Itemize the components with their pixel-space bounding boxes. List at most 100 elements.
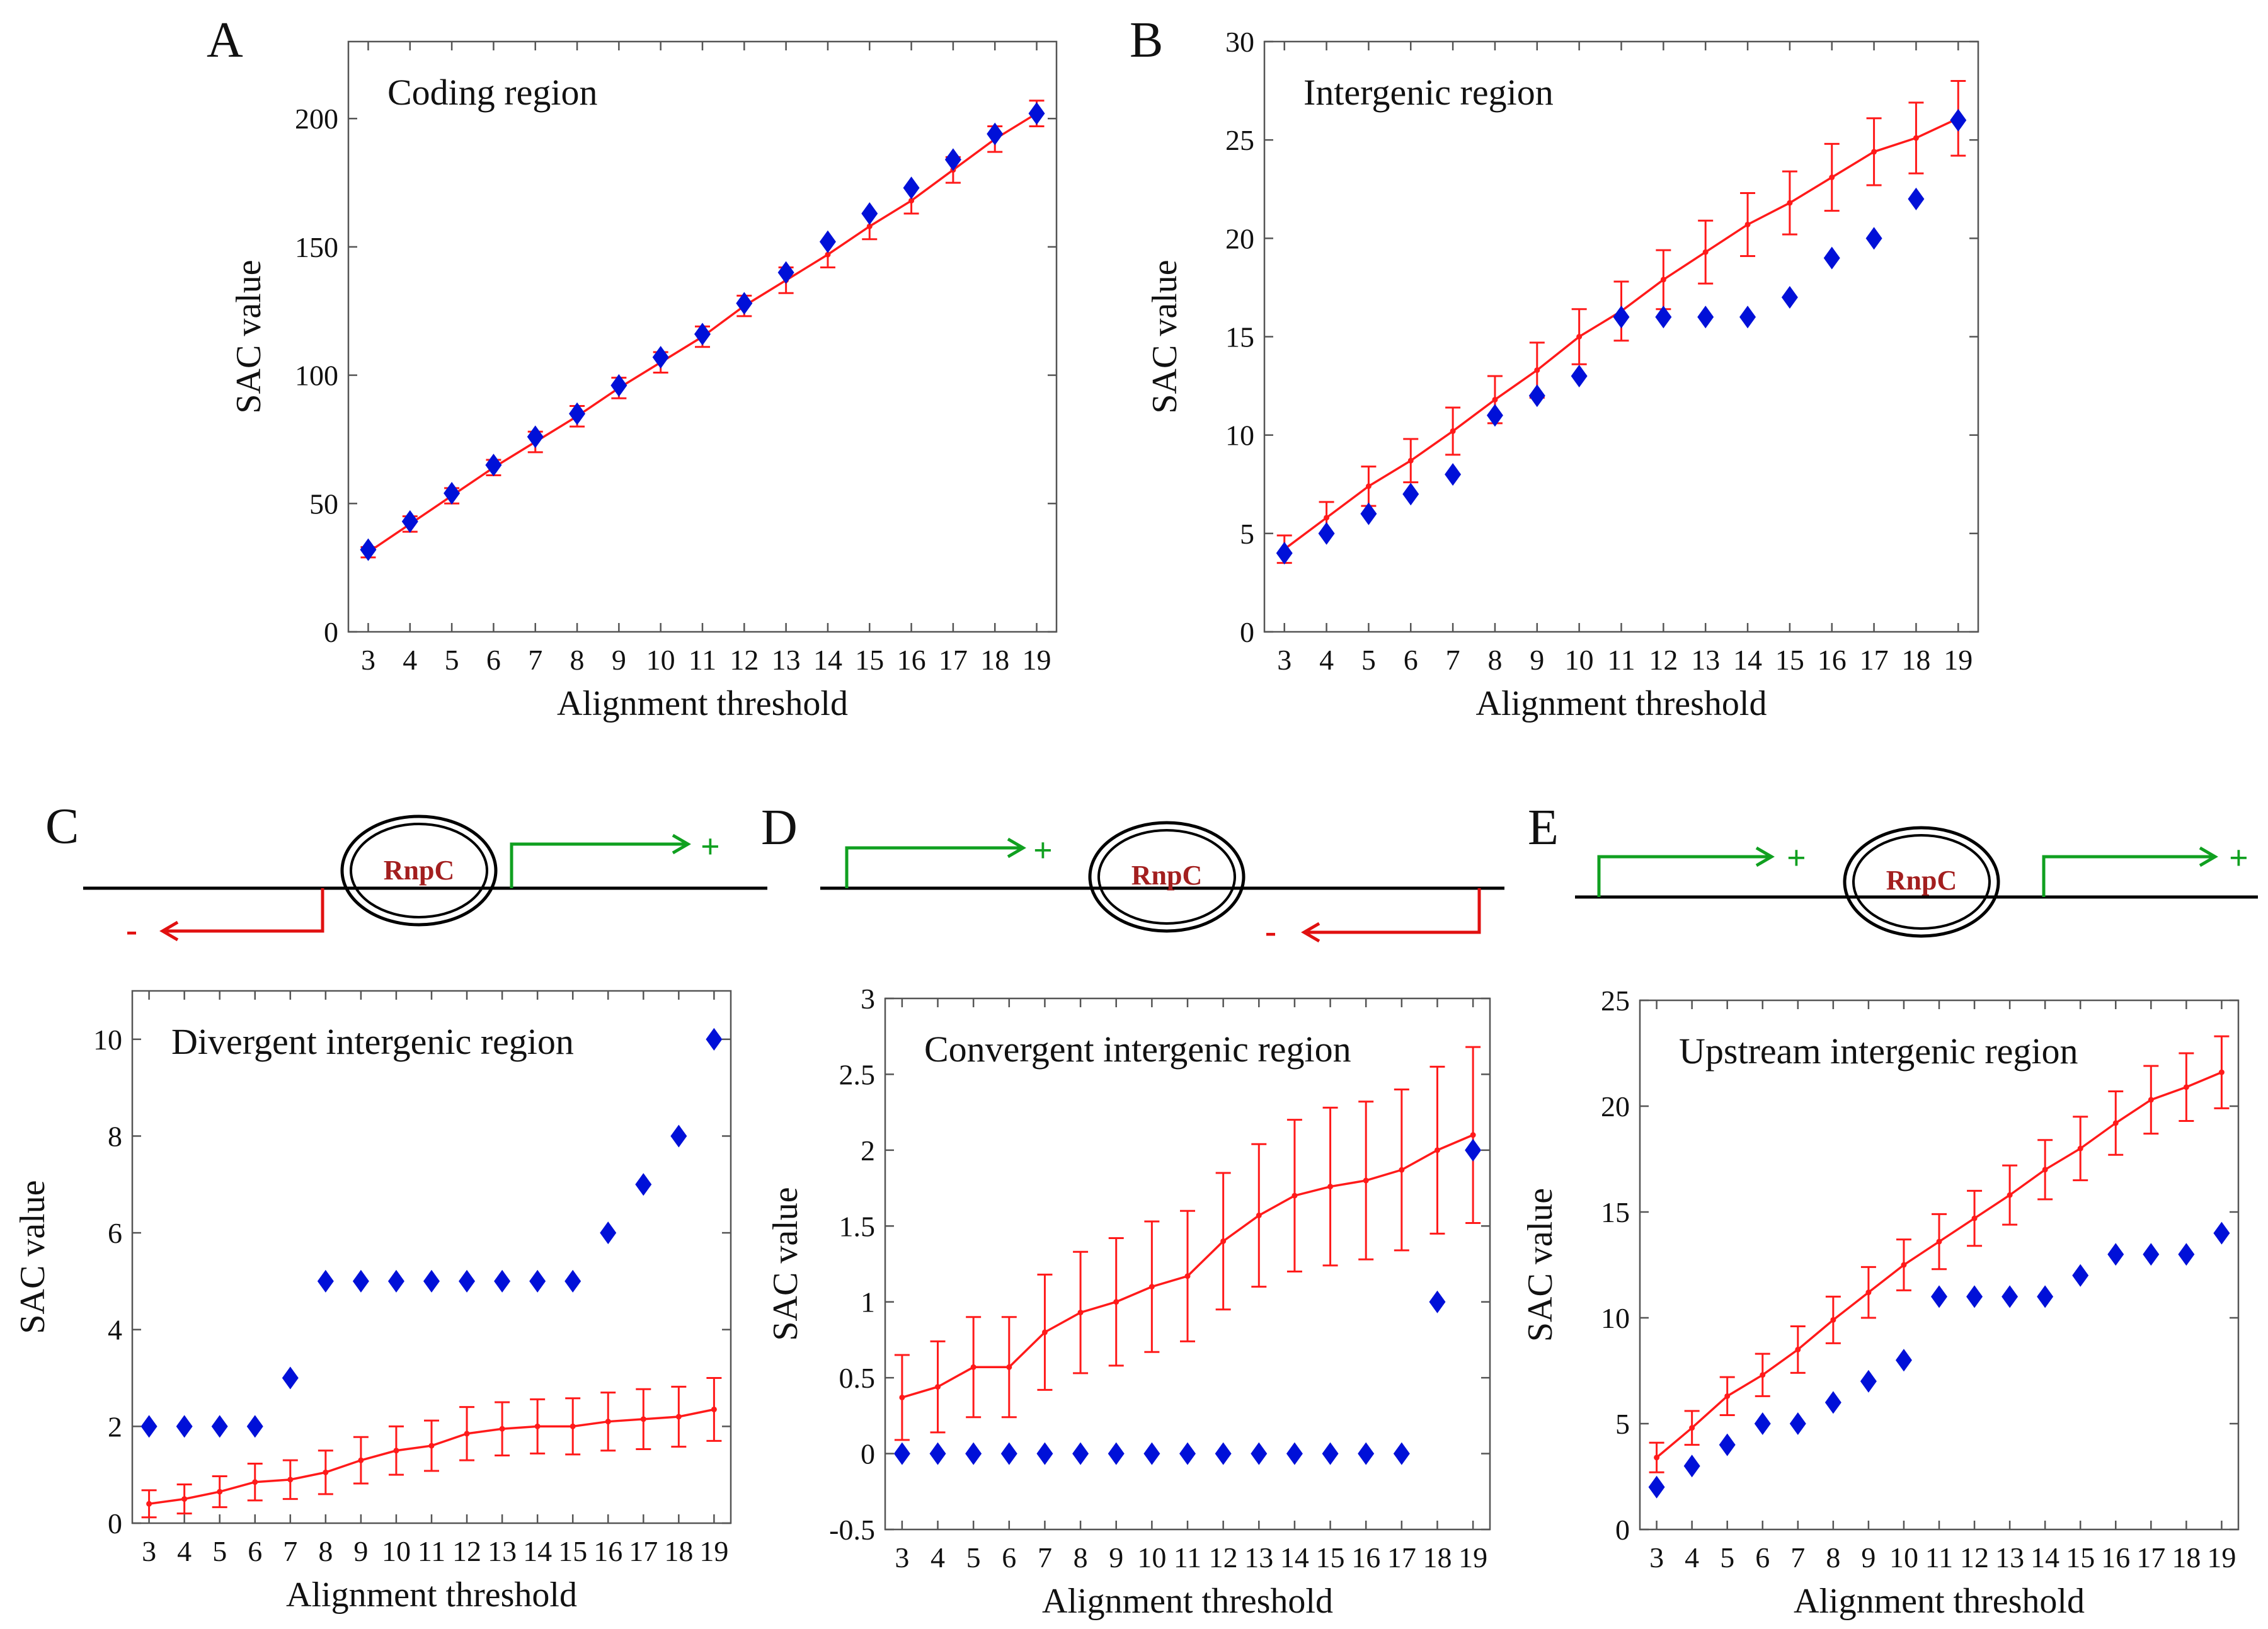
panel-label-e: E: [1528, 800, 1559, 855]
observed-point: [1824, 1391, 1841, 1414]
forward-arrow: [510, 842, 685, 888]
observed-point: [2178, 1243, 2195, 1266]
observed-point: [459, 1269, 476, 1293]
plus-sign-1: +: [1787, 839, 1806, 877]
observed-point: [1358, 1442, 1375, 1465]
expected-point: [2183, 1084, 2189, 1090]
x-axis-label: Alignment threshold: [1476, 684, 1767, 723]
x-axis-label: Alignment threshold: [1042, 1582, 1333, 1621]
expected-point: [1901, 1262, 1907, 1268]
expected-point: [1492, 396, 1498, 403]
x-tick-label: 9: [353, 1535, 368, 1567]
observed-point: [1445, 463, 1462, 486]
x-tick-label: 5: [1361, 644, 1376, 676]
y-tick-label: 0: [1240, 616, 1254, 648]
x-tick-label: 6: [486, 644, 501, 676]
expected-point: [2077, 1145, 2083, 1152]
x-tick-label: 4: [1319, 644, 1334, 676]
x-tick-label: 16: [1818, 644, 1847, 676]
observed-point: [861, 202, 878, 225]
y-tick-label: 2: [861, 1135, 875, 1167]
observed-point: [1179, 1442, 1196, 1465]
x-tick-label: 3: [1649, 1541, 1664, 1574]
observed-point: [819, 230, 836, 253]
x-tick-label: 15: [1775, 644, 1804, 676]
x-tick-label: 5: [212, 1535, 227, 1567]
observed-point: [423, 1269, 440, 1293]
observed-point: [929, 1442, 946, 1465]
expected-point: [1006, 1364, 1012, 1370]
chart-title: Convergent intergenic region: [924, 1029, 1351, 1070]
observed-point: [387, 1269, 404, 1293]
observed-point: [706, 1027, 723, 1051]
x-tick-label: 7: [1038, 1541, 1052, 1574]
observed-point: [485, 454, 502, 477]
expected-point: [908, 198, 915, 204]
y-tick-label: 15: [1225, 321, 1254, 353]
observed-point: [494, 1269, 511, 1293]
y-tick-label: 2.5: [839, 1058, 876, 1090]
x-tick-label: 18: [980, 644, 1009, 676]
expected-point: [1148, 1284, 1155, 1290]
expected-point: [287, 1477, 294, 1483]
y-axis-label: SAC value: [13, 1180, 52, 1334]
reverse-arrow-head: [1301, 922, 1320, 943]
x-tick-label: 10: [1889, 1541, 1918, 1574]
expected-point: [570, 1423, 576, 1429]
expected-point: [1913, 135, 1919, 141]
y-tick-label: 0.5: [839, 1362, 876, 1394]
observed-point: [903, 176, 920, 200]
rnpc-ring-inner: [350, 823, 488, 918]
expected-point: [1654, 1455, 1660, 1461]
observed-point: [610, 374, 627, 397]
y-tick-label: 25: [1601, 985, 1630, 1017]
observed-point: [211, 1415, 228, 1438]
observed-point: [1393, 1442, 1410, 1465]
expected-point: [1184, 1273, 1191, 1279]
expected-point: [675, 1414, 682, 1420]
observed-point: [1486, 404, 1503, 427]
x-tick-label: 15: [2066, 1541, 2095, 1574]
x-tick-label: 18: [664, 1535, 693, 1567]
y-tick-label: 10: [1225, 420, 1254, 452]
x-tick-label: 11: [1607, 644, 1635, 676]
y-tick-label: 10: [1601, 1302, 1630, 1334]
expected-point: [1829, 174, 1835, 181]
rnpc-ring-inner: [1097, 829, 1236, 925]
observed-point: [282, 1366, 299, 1390]
x-tick-label: 9: [1109, 1541, 1123, 1574]
expected-point: [1434, 1147, 1440, 1153]
observed-point: [1655, 306, 1672, 329]
forward-arrow-head: [1007, 837, 1026, 859]
expected-point: [866, 223, 873, 229]
x-tick-label: 19: [1944, 644, 1973, 676]
observed-point: [1360, 502, 1377, 525]
expected-point: [1077, 1310, 1084, 1316]
expected-point: [711, 1406, 717, 1412]
observed-point: [1931, 1285, 1947, 1308]
y-axis-label: SAC value: [1145, 260, 1184, 413]
observed-point: [569, 402, 586, 425]
x-tick-label: 11: [689, 644, 716, 676]
expected-point: [1470, 1132, 1476, 1138]
y-tick-label: 20: [1225, 222, 1254, 254]
y-tick-label: 0: [1615, 1514, 1630, 1546]
observed-point: [1823, 246, 1840, 270]
expected-point: [1407, 457, 1414, 464]
x-tick-label: 10: [646, 644, 675, 676]
observed-point: [1739, 306, 1756, 329]
x-tick-label: 3: [895, 1541, 909, 1574]
minus-sign: -: [1265, 912, 1276, 950]
x-tick-label: 16: [897, 644, 926, 676]
rnpc-label: RnpC: [1886, 865, 1957, 896]
rnpc-ring-outer: [1843, 826, 2000, 938]
rnpc-label: RnpC: [384, 855, 455, 886]
x-tick-label: 6: [1002, 1541, 1016, 1574]
observed-point: [1966, 1285, 1983, 1308]
observed-point: [176, 1415, 193, 1438]
expected-point: [899, 1394, 905, 1400]
x-axis-label: Alignment threshold: [286, 1575, 577, 1615]
observed-point: [1754, 1412, 1771, 1435]
